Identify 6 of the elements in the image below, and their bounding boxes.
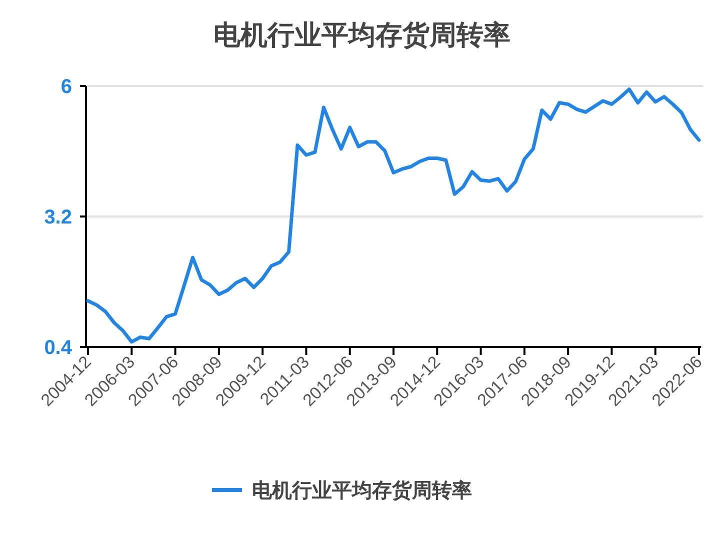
y-tick-label: 0.4 xyxy=(44,337,73,359)
legend-label: 电机行业平均存货周转率 xyxy=(252,479,472,502)
y-tick-label: 6 xyxy=(60,76,72,98)
chart-title: 电机行业平均存货周转率 xyxy=(214,20,510,50)
line-series xyxy=(86,88,701,344)
y-tick-label: 3.2 xyxy=(44,206,72,228)
